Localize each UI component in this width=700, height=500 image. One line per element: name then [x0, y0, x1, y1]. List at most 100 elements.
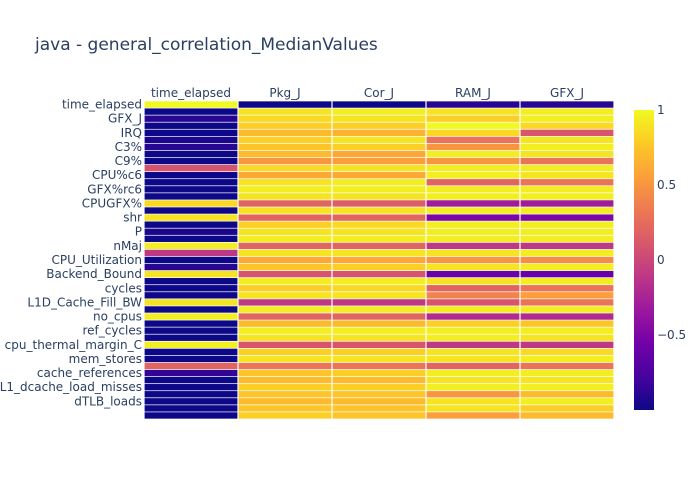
heatmap-cell — [520, 362, 614, 370]
heatmap-cell — [238, 327, 332, 334]
heatmap-cell — [332, 299, 426, 306]
heatmap-cell — [332, 348, 426, 356]
heatmap-cell — [426, 172, 520, 179]
heatmap-cell — [238, 369, 332, 377]
heatmap-cell — [520, 143, 614, 151]
heatmap-cell — [332, 412, 426, 419]
heatmap-cell — [520, 348, 614, 356]
y-tick-label: time_elapsed — [62, 98, 142, 112]
heatmap-cell — [144, 263, 238, 271]
heatmap-cell — [332, 362, 426, 370]
heatmap-cell — [144, 398, 238, 405]
heatmap-cell — [520, 186, 614, 193]
heatmap-cell — [332, 285, 426, 292]
heatmap-cell — [520, 369, 614, 377]
heatmap-cell — [144, 193, 238, 200]
x-tick-labels: time_elapsed Pkg_J Cor_J RAM_J GFX_J — [151, 86, 584, 100]
heatmap-cell — [144, 285, 238, 292]
heatmap-cell — [332, 157, 426, 165]
x-tick-label: Cor_J — [364, 86, 394, 100]
heatmap-cell — [520, 179, 614, 186]
heatmap-cell — [520, 256, 614, 264]
heatmap-cell — [144, 306, 238, 313]
heatmap-cell — [520, 115, 614, 122]
heatmap-cell — [426, 108, 520, 115]
heatmap-cell — [426, 235, 520, 242]
heatmap-cell — [332, 313, 426, 320]
heatmap-cell — [520, 355, 614, 363]
heatmap-cell — [144, 270, 238, 278]
heatmap-cell — [238, 362, 332, 370]
y-tick-label: ref_cycles — [82, 324, 142, 338]
colorbar-tick-label: 0.5 — [657, 178, 676, 192]
heatmap-cell — [332, 270, 426, 278]
heatmap-cell — [426, 129, 520, 136]
heatmap-cell — [332, 228, 426, 235]
y-tick-label: shr — [123, 211, 142, 225]
heatmap-cell — [426, 179, 520, 186]
heatmap-cell — [426, 391, 520, 398]
heatmap-cell — [332, 256, 426, 264]
heatmap-cell — [332, 405, 426, 412]
heatmap-cell — [426, 327, 520, 334]
heatmap-cell — [520, 263, 614, 271]
heatmap-cell — [238, 108, 332, 115]
heatmap-cell — [238, 242, 332, 250]
heatmap-cell — [520, 334, 614, 341]
heatmap-cell — [238, 122, 332, 129]
y-tick-labels: time_elapsedGFX_JIRQC3%C9%CPU%c6GFX%rc6C… — [0, 98, 142, 409]
heatmap-cell — [332, 341, 426, 348]
heatmap-cell — [238, 143, 332, 151]
heatmap-cell — [426, 334, 520, 341]
heatmap-cell — [426, 186, 520, 193]
heatmap-cell — [332, 327, 426, 334]
heatmap-cell — [144, 355, 238, 363]
chart-title: java - general_correlation_MedianValues — [34, 35, 378, 55]
y-tick-label: C3% — [115, 140, 142, 154]
heatmap-cell — [426, 362, 520, 370]
heatmap-cell — [144, 150, 238, 158]
heatmap-cell — [520, 214, 614, 221]
heatmap-cell — [144, 235, 238, 242]
heatmap-cell — [426, 228, 520, 235]
heatmap-cell — [238, 172, 332, 179]
heatmap-cell — [332, 384, 426, 391]
heatmap-cell — [238, 320, 332, 327]
heatmap-cell — [426, 292, 520, 299]
heatmap-cell — [520, 292, 614, 299]
heatmap-cell — [144, 214, 238, 221]
heatmap-cell — [238, 207, 332, 214]
heatmap-cell — [238, 214, 332, 221]
heatmap-cell — [426, 157, 520, 165]
heatmap-cell — [520, 341, 614, 348]
heatmap-cell — [426, 136, 520, 144]
heatmap-cell — [520, 122, 614, 129]
heatmap-cell — [332, 376, 426, 384]
heatmap-cell — [144, 157, 238, 165]
heatmap-cell — [144, 376, 238, 384]
heatmap-cell — [426, 355, 520, 363]
heatmap-cell — [426, 221, 520, 228]
heatmap-cell — [332, 249, 426, 257]
heatmap-cell — [238, 292, 332, 299]
heatmap-cell — [520, 376, 614, 384]
y-tick-label: cycles — [105, 281, 142, 295]
heatmap-cell — [332, 391, 426, 398]
y-tick-label: CPU_Utilization — [51, 253, 142, 267]
heatmap-cell — [426, 122, 520, 129]
heatmap-cell — [144, 186, 238, 193]
heatmap-cell — [238, 412, 332, 419]
heatmap-cell — [520, 299, 614, 306]
heatmap-cell — [520, 157, 614, 165]
heatmap-cell — [332, 172, 426, 179]
heatmap-cell — [238, 285, 332, 292]
heatmap-cell — [426, 101, 520, 108]
x-tick-label: time_elapsed — [151, 86, 231, 100]
heatmap-cell — [238, 150, 332, 158]
heatmap-cell — [144, 122, 238, 129]
heatmap-cell — [426, 143, 520, 151]
heatmap-cell — [520, 164, 614, 172]
heatmap-cell — [144, 115, 238, 122]
heatmap-cell — [426, 412, 520, 419]
